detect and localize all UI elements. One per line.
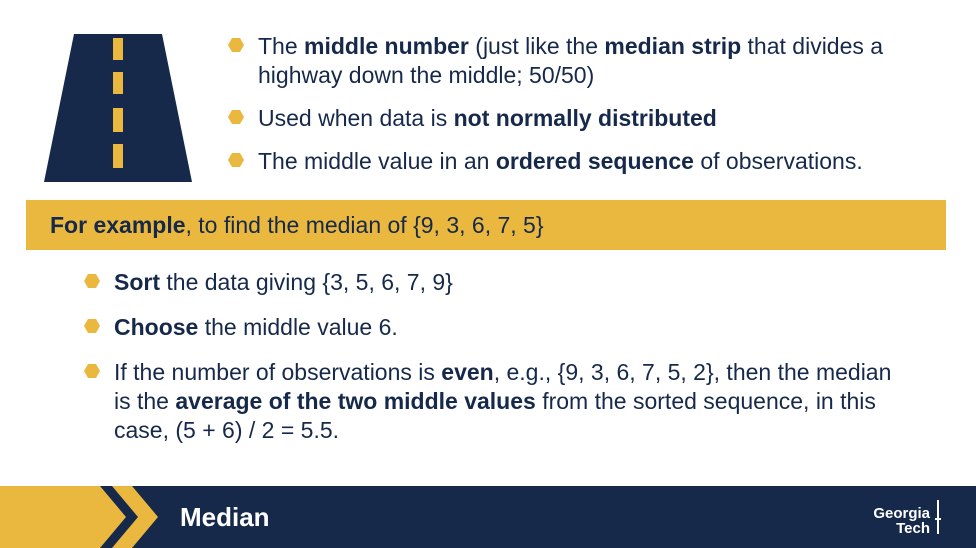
hexagon-bullet-icon bbox=[228, 38, 244, 52]
footer-bar: Median Georgia Tech bbox=[0, 486, 976, 548]
text-segment: (just like the bbox=[468, 33, 605, 59]
bold-segment: not normally distributed bbox=[453, 105, 717, 131]
text-segment: If the number of observations is bbox=[114, 359, 442, 385]
text-segment: Used when data is bbox=[258, 105, 454, 131]
text-segment: of observations. bbox=[693, 148, 863, 174]
chevron-right-icon bbox=[0, 486, 158, 548]
georgia-tech-logo: Georgia Tech bbox=[862, 498, 942, 538]
definition-bullet: Used when data is not normally distribut… bbox=[228, 104, 948, 133]
bold-segment: even bbox=[441, 359, 494, 385]
definition-bullet-text: The middle number (just like the median … bbox=[258, 32, 948, 90]
example-steps-list: Sort the data giving {3, 5, 6, 7, 9} Choo… bbox=[84, 268, 904, 461]
hexagon-bullet-icon bbox=[228, 110, 244, 124]
bold-segment: middle number bbox=[304, 33, 469, 59]
bold-segment: average of the two middle values bbox=[175, 388, 536, 414]
hexagon-bullet-icon bbox=[84, 319, 100, 333]
example-step-bullet-text: Sort the data giving {3, 5, 6, 7, 9} bbox=[114, 268, 453, 297]
logo-line-georgia: Georgia bbox=[873, 505, 930, 522]
banner-text: , to find the median of {9, 3, 6, 7, 5} bbox=[185, 211, 544, 238]
highway-road-icon bbox=[44, 34, 192, 182]
bold-segment: Sort bbox=[114, 269, 160, 295]
banner-bold-text: For example bbox=[50, 211, 186, 238]
tower-icon bbox=[935, 500, 941, 534]
definition-bullet-list: The middle number (just like the median … bbox=[228, 32, 948, 190]
bold-segment: ordered sequence bbox=[495, 148, 694, 174]
slide-title: Median bbox=[180, 502, 270, 532]
text-segment: The bbox=[258, 33, 305, 59]
definition-bullet: The middle number (just like the median … bbox=[228, 32, 948, 90]
text-segment: the middle value 6. bbox=[198, 314, 398, 340]
definition-bullet: The middle value in an ordered sequence … bbox=[228, 147, 948, 176]
hexagon-bullet-icon bbox=[84, 274, 100, 288]
example-step-bullet: Choose the middle value 6. bbox=[84, 313, 904, 342]
hexagon-bullet-icon bbox=[228, 153, 244, 167]
logo-line-tech: Tech bbox=[896, 520, 930, 537]
example-banner: For example, to find the median of {9, 3… bbox=[26, 200, 946, 250]
example-step-bullet-text: If the number of observations is even, e… bbox=[114, 358, 904, 445]
text-segment: , e.g., {9, 3, 6, 7, 5, 2}, then the med… bbox=[114, 359, 892, 414]
text-segment: The middle value in an bbox=[258, 148, 496, 174]
example-step-bullet: Sort the data giving {3, 5, 6, 7, 9} bbox=[84, 268, 904, 297]
text-segment: the data giving {3, 5, 6, 7, 9} bbox=[160, 269, 453, 295]
bold-segment: median strip bbox=[604, 33, 742, 59]
bold-segment: Choose bbox=[114, 314, 199, 340]
text-segment: that divides a highway down the middle; … bbox=[258, 33, 884, 88]
example-step-bullet: If the number of observations is even, e… bbox=[84, 358, 904, 445]
definition-bullet-text: The middle value in an ordered sequence … bbox=[258, 147, 863, 176]
definition-bullet-text: Used when data is not normally distribut… bbox=[258, 104, 717, 133]
example-step-bullet-text: Choose the middle value 6. bbox=[114, 313, 398, 342]
hexagon-bullet-icon bbox=[84, 364, 100, 378]
text-segment: from the sorted sequence, in this case, … bbox=[114, 388, 876, 443]
